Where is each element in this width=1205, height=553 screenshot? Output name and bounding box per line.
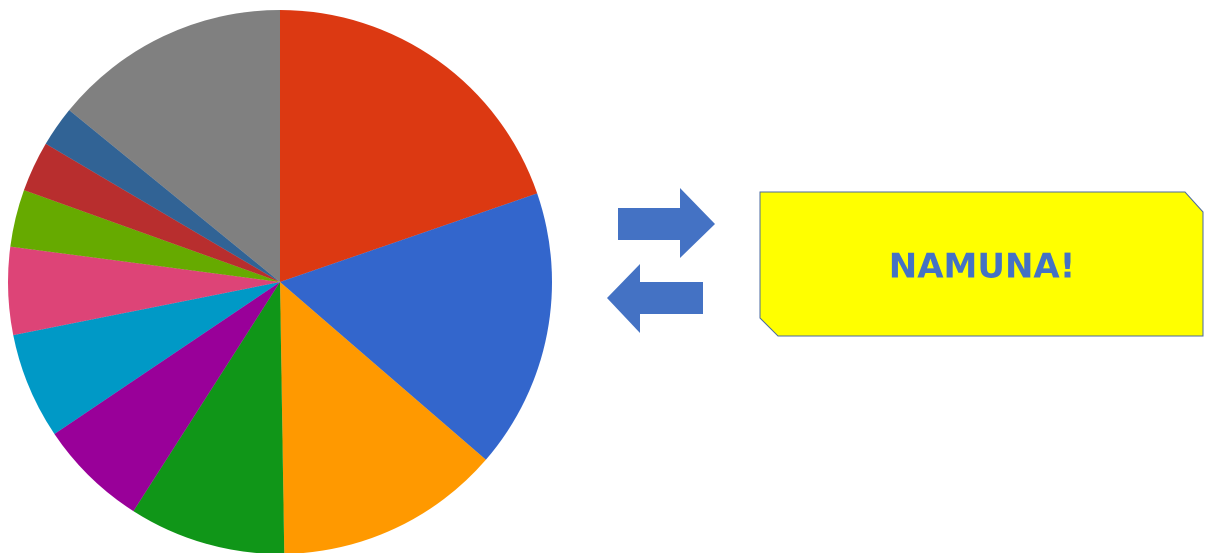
pie-slice <box>133 282 285 553</box>
pie-slice <box>8 246 281 336</box>
pie-slice <box>69 10 280 282</box>
pie-slice <box>280 10 538 282</box>
pie <box>8 10 552 553</box>
note-box <box>759 191 1204 337</box>
pie-slice <box>10 190 281 282</box>
pie-slice <box>280 282 486 553</box>
pie-slice <box>13 282 280 434</box>
left-arrow <box>607 264 703 333</box>
right-arrow <box>618 188 715 258</box>
note-text: NAMUNA! <box>889 247 1076 287</box>
pie-slice <box>280 193 552 460</box>
pie-slice <box>54 282 281 512</box>
pie-slice <box>23 143 281 282</box>
pie-slice <box>45 110 281 282</box>
